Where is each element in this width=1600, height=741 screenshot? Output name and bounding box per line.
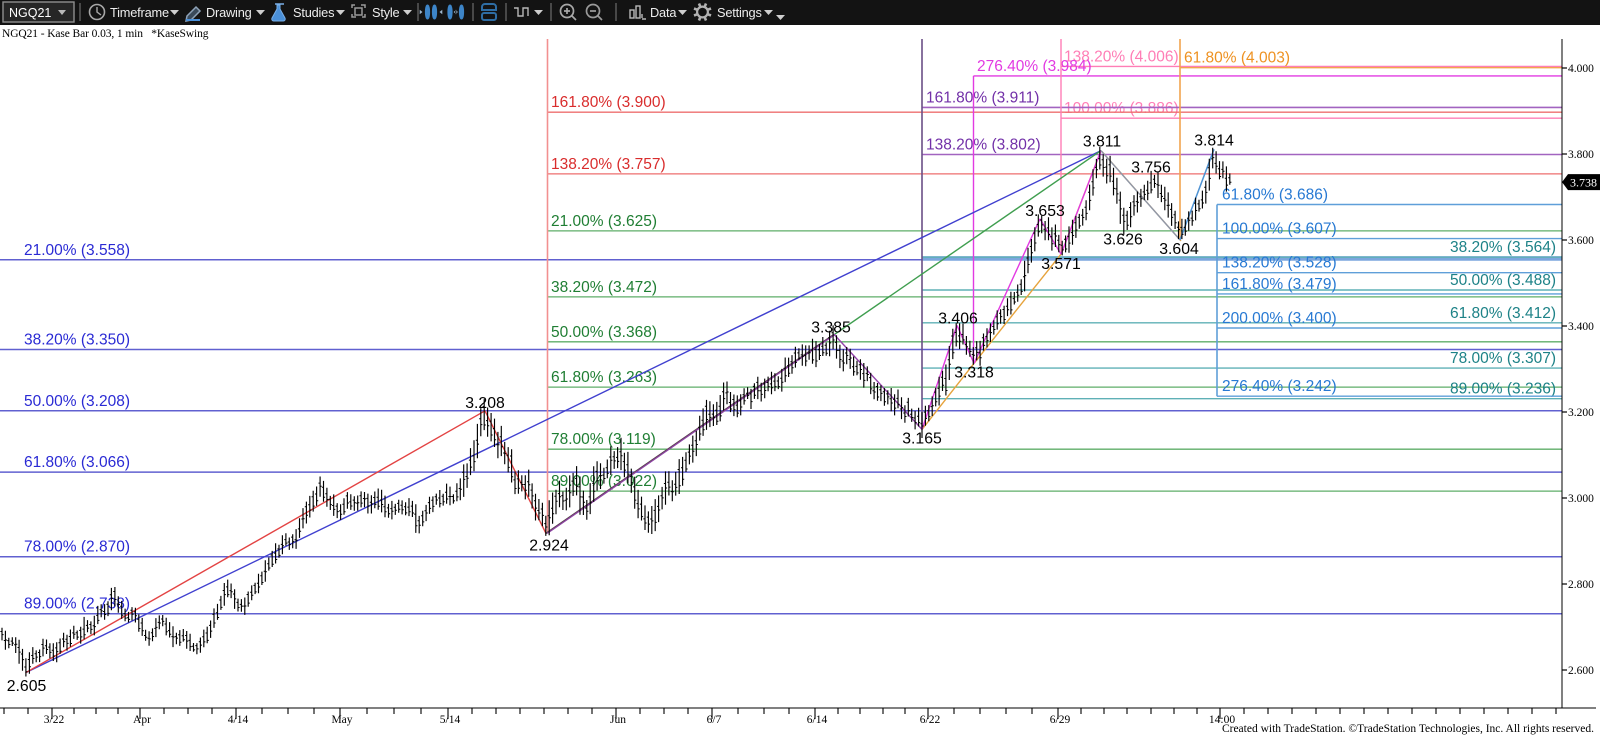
svg-text:89.00% (3.236): 89.00% (3.236) <box>1450 381 1556 398</box>
svg-text:89.00% (2.738): 89.00% (2.738) <box>24 596 130 613</box>
svg-text:Settings: Settings <box>717 5 762 20</box>
svg-text:3.814: 3.814 <box>1194 132 1234 149</box>
svg-text:138.20% (3.528): 138.20% (3.528) <box>1222 255 1337 272</box>
svg-text:161.80% (3.900): 161.80% (3.900) <box>551 94 666 111</box>
svg-text:50.00% (3.208): 50.00% (3.208) <box>24 393 130 410</box>
svg-text:NGQ21 - Kase Bar 0.03, 1 min: NGQ21 - Kase Bar 0.03, 1 min *KaseSwing <box>2 28 209 40</box>
svg-text:6/14: 6/14 <box>807 714 828 726</box>
svg-text:78.00% (3.119): 78.00% (3.119) <box>551 431 656 448</box>
svg-text:3.800: 3.800 <box>1568 149 1594 161</box>
svg-text:50.00% (3.488): 50.00% (3.488) <box>1450 272 1556 289</box>
svg-text:78.00% (3.307): 78.00% (3.307) <box>1450 350 1556 367</box>
svg-text:Studies: Studies <box>293 5 334 20</box>
svg-text:21.00% (3.558): 21.00% (3.558) <box>24 242 130 259</box>
svg-text:100.00% (3.607): 100.00% (3.607) <box>1222 221 1337 238</box>
svg-text:3.208: 3.208 <box>465 395 505 412</box>
svg-text:100.00% (3.886): 100.00% (3.886) <box>1064 100 1179 117</box>
svg-text:21.00% (3.625): 21.00% (3.625) <box>551 213 657 230</box>
svg-text:2.800: 2.800 <box>1568 579 1594 591</box>
svg-text:3.811: 3.811 <box>1083 134 1122 151</box>
svg-text:14:00: 14:00 <box>1209 714 1235 726</box>
svg-text:138.20% (4.006): 138.20% (4.006) <box>1064 48 1179 65</box>
svg-text:3/22: 3/22 <box>44 714 65 726</box>
svg-text:3.406: 3.406 <box>938 310 978 327</box>
svg-text:Style: Style <box>372 5 400 20</box>
svg-text:3.400: 3.400 <box>1568 321 1594 333</box>
svg-text:61.80% (3.066): 61.80% (3.066) <box>24 454 130 471</box>
svg-text:May: May <box>331 714 352 726</box>
svg-text:161.80% (3.911): 161.80% (3.911) <box>926 89 1039 106</box>
svg-text:4.000: 4.000 <box>1568 63 1594 75</box>
svg-text:6/29: 6/29 <box>1050 714 1071 726</box>
svg-text:276.40% (3.984): 276.40% (3.984) <box>977 58 1092 75</box>
svg-text:3.385: 3.385 <box>811 319 851 336</box>
svg-text:3.571: 3.571 <box>1041 256 1081 273</box>
svg-text:Drawing: Drawing <box>206 5 252 20</box>
svg-text:50.00% (3.368): 50.00% (3.368) <box>551 324 657 341</box>
svg-text:3.200: 3.200 <box>1568 407 1594 419</box>
svg-text:78.00% (2.870): 78.00% (2.870) <box>24 539 130 556</box>
svg-text:3.653: 3.653 <box>1025 203 1065 220</box>
svg-text:Timeframe: Timeframe <box>110 5 169 20</box>
svg-text:3.000: 3.000 <box>1568 493 1594 505</box>
svg-text:161.80% (3.479): 161.80% (3.479) <box>1222 276 1337 293</box>
svg-text:3.626: 3.626 <box>1103 231 1143 248</box>
svg-text:2.924: 2.924 <box>529 537 569 554</box>
svg-text:3.756: 3.756 <box>1131 159 1171 176</box>
svg-text:6/22: 6/22 <box>920 714 941 726</box>
svg-text:3.318: 3.318 <box>954 364 994 381</box>
svg-text:138.20% (3.802): 138.20% (3.802) <box>926 137 1041 154</box>
svg-text:38.20% (3.350): 38.20% (3.350) <box>24 332 130 349</box>
svg-text:38.20% (3.472): 38.20% (3.472) <box>551 279 657 296</box>
svg-text:Data: Data <box>650 5 677 20</box>
svg-text:200.00% (3.400): 200.00% (3.400) <box>1222 310 1337 327</box>
svg-text:3.738: 3.738 <box>1570 176 1597 190</box>
svg-text:Jun: Jun <box>610 714 626 726</box>
svg-text:5/14: 5/14 <box>440 714 461 726</box>
svg-text:3.604: 3.604 <box>1159 241 1199 258</box>
svg-text:6/7: 6/7 <box>707 714 722 726</box>
svg-text:NGQ21: NGQ21 <box>9 6 51 20</box>
svg-text:38.20% (3.564): 38.20% (3.564) <box>1450 239 1556 256</box>
svg-text:2.605: 2.605 <box>7 678 47 695</box>
svg-text:61.80% (4.003): 61.80% (4.003) <box>1184 50 1290 67</box>
svg-text:138.20% (3.757): 138.20% (3.757) <box>551 156 666 173</box>
svg-text:61.80% (3.412): 61.80% (3.412) <box>1450 305 1556 322</box>
svg-text:3.600: 3.600 <box>1568 235 1594 247</box>
svg-text:4/14: 4/14 <box>228 714 249 726</box>
svg-text:Created with TradeStation. ©Tr: Created with TradeStation. ©TradeStation… <box>1222 723 1594 735</box>
svg-text:61.80% (3.263): 61.80% (3.263) <box>551 369 657 386</box>
svg-text:3.165: 3.165 <box>902 430 942 447</box>
svg-text:276.40% (3.242): 276.40% (3.242) <box>1222 378 1337 395</box>
svg-text:Apr: Apr <box>133 714 151 726</box>
svg-text:61.80% (3.686): 61.80% (3.686) <box>1222 187 1328 204</box>
svg-text:2.600: 2.600 <box>1568 665 1594 677</box>
